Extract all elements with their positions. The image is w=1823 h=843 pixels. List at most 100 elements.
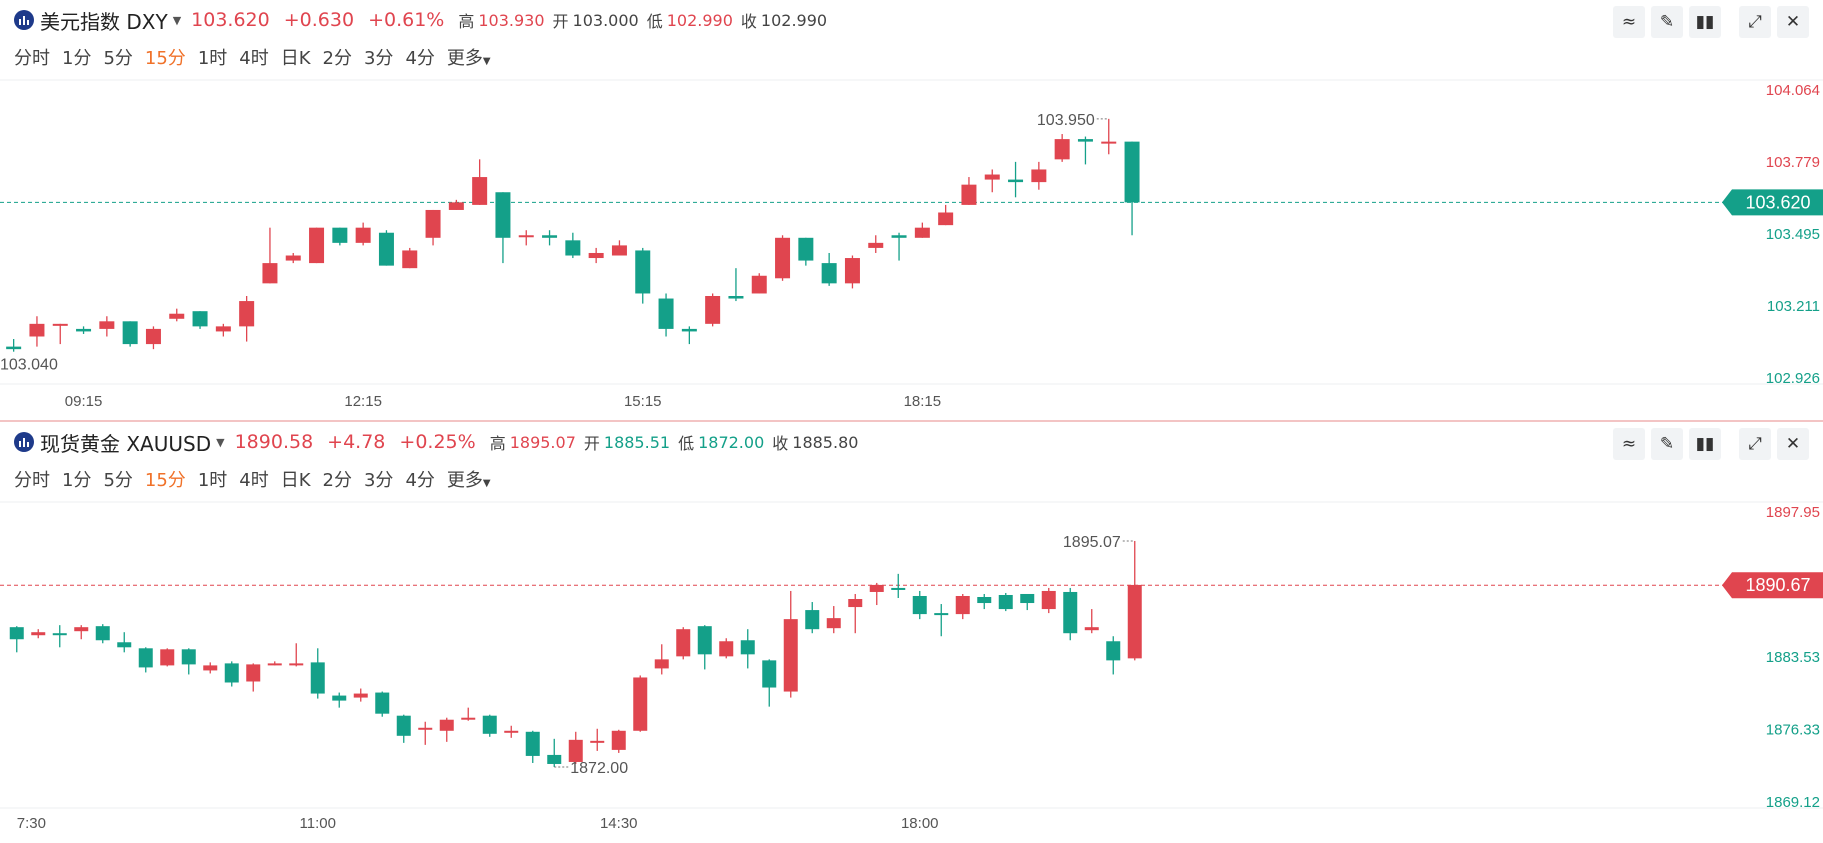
dxy-chart[interactable]: 104.064 103.779 103.495 103.211 102.926 09:15…: [0, 0, 1823, 421]
candle[interactable]: [914, 222, 930, 238]
period-tab[interactable]: 1分: [62, 48, 92, 69]
candle[interactable]: [775, 235, 791, 281]
candle[interactable]: [31, 629, 46, 639]
candle[interactable]: [418, 721, 433, 745]
candle[interactable]: [439, 717, 454, 742]
close-icon[interactable]: ✕: [1777, 428, 1809, 460]
candle[interactable]: [262, 227, 278, 284]
candle[interactable]: [821, 252, 837, 286]
candle[interactable]: [542, 230, 558, 246]
candle[interactable]: [848, 593, 863, 634]
candle[interactable]: [215, 323, 231, 337]
fullscreen-icon[interactable]: ⤢: [1739, 428, 1771, 460]
period-tab[interactable]: 分时: [14, 470, 50, 491]
candle[interactable]: [984, 169, 1000, 193]
candle[interactable]: [425, 209, 441, 246]
candle[interactable]: [891, 573, 906, 599]
candle[interactable]: [495, 192, 511, 264]
period-tab[interactable]: 5分: [103, 470, 133, 491]
candle[interactable]: [588, 247, 604, 264]
xauusd-chart[interactable]: 1897.95 1883.53 1876.33 1869.12 7:30 11:00 14:…: [0, 422, 1823, 843]
period-tab[interactable]: 4分: [405, 470, 435, 491]
candle[interactable]: [289, 643, 304, 667]
candle[interactable]: [1063, 587, 1078, 641]
candle[interactable]: [1008, 161, 1024, 198]
period-tab[interactable]: 日K: [280, 470, 311, 491]
candle[interactable]: [676, 627, 691, 660]
period-tab[interactable]: 5分: [103, 48, 133, 69]
candle[interactable]: [740, 629, 755, 669]
draw-icon[interactable]: ✎: [1651, 428, 1683, 460]
candle[interactable]: [728, 268, 744, 302]
more-periods[interactable]: 更多▼: [447, 466, 491, 492]
candle[interactable]: [402, 247, 418, 269]
candle[interactable]: [934, 604, 949, 637]
more-periods[interactable]: 更多▼: [447, 44, 491, 70]
candle[interactable]: [310, 648, 325, 699]
candle[interactable]: [1124, 141, 1140, 236]
candle[interactable]: [611, 729, 626, 753]
symbol-dropdown-icon[interactable]: ▼: [216, 435, 225, 449]
candle[interactable]: [868, 235, 884, 253]
period-tab[interactable]: 1分: [62, 470, 92, 491]
period-tab-active[interactable]: 15分: [144, 470, 186, 491]
candle[interactable]: [181, 648, 196, 675]
candle[interactable]: [654, 644, 669, 675]
candle[interactable]: [798, 237, 814, 266]
candle[interactable]: [681, 326, 697, 345]
candle[interactable]: [76, 326, 92, 334]
period-tab[interactable]: 3分: [363, 470, 394, 491]
candle[interactable]: [547, 738, 562, 767]
candle[interactable]: [138, 647, 153, 673]
candle[interactable]: [938, 204, 954, 226]
candle[interactable]: [285, 252, 301, 264]
period-tab[interactable]: 4时: [239, 470, 269, 491]
candle[interactable]: [378, 230, 394, 266]
candle[interactable]: [568, 731, 583, 764]
candle[interactable]: [961, 177, 977, 205]
candle-type-icon[interactable]: ▮▮: [1689, 6, 1721, 38]
candle[interactable]: [826, 606, 841, 634]
candle[interactable]: [309, 227, 325, 264]
candle[interactable]: [160, 648, 175, 667]
indicator-icon[interactable]: ≈: [1613, 428, 1645, 460]
period-tab[interactable]: 2分: [322, 48, 352, 69]
candle[interactable]: [448, 199, 464, 210]
candle[interactable]: [1084, 609, 1099, 634]
candle[interactable]: [6, 339, 22, 352]
candle[interactable]: [912, 590, 927, 620]
candle[interactable]: [719, 638, 734, 659]
candle[interactable]: [9, 626, 24, 653]
candle[interactable]: [239, 296, 255, 342]
candle[interactable]: [1041, 587, 1056, 614]
draw-icon[interactable]: ✎: [1651, 6, 1683, 38]
symbol-title[interactable]: 美元指数 DXY: [40, 9, 168, 34]
candle[interactable]: [751, 273, 767, 294]
candle[interactable]: [95, 624, 110, 644]
candle[interactable]: [844, 255, 860, 289]
candle[interactable]: [869, 582, 884, 606]
candle[interactable]: [658, 293, 674, 337]
candle[interactable]: [192, 311, 208, 329]
period-tab[interactable]: 1时: [197, 48, 228, 69]
period-tab[interactable]: 4时: [239, 48, 269, 69]
period-tab[interactable]: 4分: [405, 48, 435, 69]
candle[interactable]: [504, 725, 519, 738]
candle[interactable]: [1127, 540, 1142, 661]
candle[interactable]: [635, 247, 651, 304]
period-tab-active[interactable]: 15分: [144, 48, 186, 69]
candle[interactable]: [705, 293, 721, 327]
candle[interactable]: [29, 316, 45, 347]
candle[interactable]: [355, 222, 371, 246]
candle[interactable]: [122, 321, 138, 347]
candle[interactable]: [805, 602, 820, 634]
candle[interactable]: [224, 661, 239, 687]
symbol-dropdown-icon[interactable]: ▼: [172, 13, 182, 27]
candle[interactable]: [1020, 593, 1035, 611]
candle-type-icon[interactable]: ▮▮: [1689, 428, 1721, 460]
period-tab[interactable]: 日K: [280, 48, 311, 69]
candle[interactable]: [353, 688, 368, 702]
period-tab[interactable]: 2分: [322, 470, 352, 491]
candle[interactable]: [1106, 636, 1121, 675]
period-tab[interactable]: 1时: [197, 470, 228, 491]
